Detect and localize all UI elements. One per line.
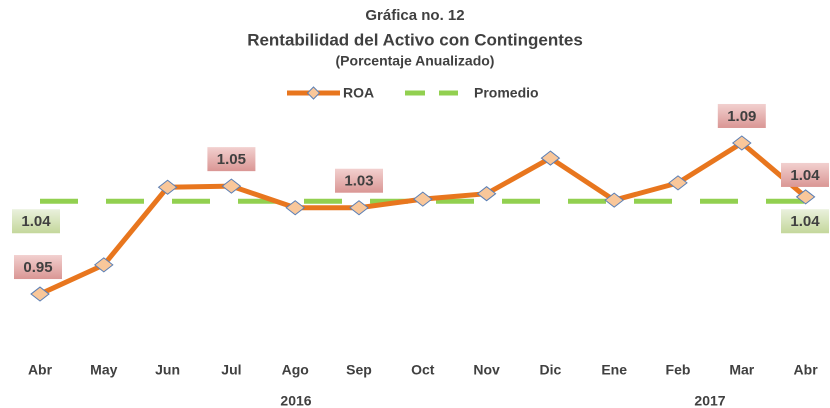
roa-marker <box>285 200 306 216</box>
roa-marker <box>157 179 178 195</box>
roa-marker <box>221 178 242 194</box>
x-tick-label: Mar <box>729 362 754 378</box>
roa-marker <box>349 200 369 216</box>
roa-marker <box>540 150 561 166</box>
data-label-box <box>717 103 766 128</box>
x-tick-label: Ago <box>282 362 309 378</box>
data-label: 1.05 <box>217 151 246 168</box>
roa-marker <box>795 189 816 205</box>
roa-marker <box>731 135 752 151</box>
data-label-box <box>14 255 62 280</box>
roa-marker <box>412 191 433 207</box>
data-label-box <box>335 168 383 193</box>
legend-label: ROA <box>343 85 374 101</box>
chart-caption: (Porcentaje Anualizado) <box>336 53 495 69</box>
data-label: 1.03 <box>344 173 373 190</box>
x-tick-label: Ene <box>601 362 627 378</box>
x-tick-label: Dic <box>540 362 562 378</box>
year-label: 2017 <box>694 393 725 408</box>
x-tick-label: Jun <box>155 362 180 378</box>
x-tick-label: Abr <box>28 362 53 378</box>
chart-title: Gráfica no. 12 <box>365 7 464 24</box>
legend-label: Promedio <box>474 85 539 101</box>
roa-line <box>38 140 808 297</box>
roa-marker <box>668 175 688 191</box>
chart-subtitle: Rentabilidad del Activo con Contingentes <box>247 30 583 49</box>
legend-marker <box>306 86 321 100</box>
data-label: 1.04 <box>21 213 51 230</box>
x-tick-label: Feb <box>666 362 691 378</box>
x-tick-label: Sep <box>346 362 372 378</box>
x-tick-label: Nov <box>473 362 500 378</box>
roa-marker <box>30 286 50 302</box>
x-tick-label: Oct <box>411 362 435 378</box>
year-label: 2016 <box>280 393 311 408</box>
data-label-box <box>781 162 829 187</box>
data-label-box <box>12 209 60 234</box>
x-tick-label: May <box>90 362 117 378</box>
data-label: 1.09 <box>727 108 756 125</box>
data-label: 1.04 <box>790 213 820 230</box>
data-label: 0.95 <box>23 259 52 276</box>
roa-marker <box>93 257 114 273</box>
data-label: 1.04 <box>790 167 820 184</box>
data-label-box <box>207 147 256 172</box>
data-label-box <box>781 209 829 234</box>
x-tick-label: Abr <box>794 362 819 378</box>
roa-marker <box>476 186 497 202</box>
x-tick-label: Jul <box>221 362 241 378</box>
roa-marker <box>604 192 625 208</box>
